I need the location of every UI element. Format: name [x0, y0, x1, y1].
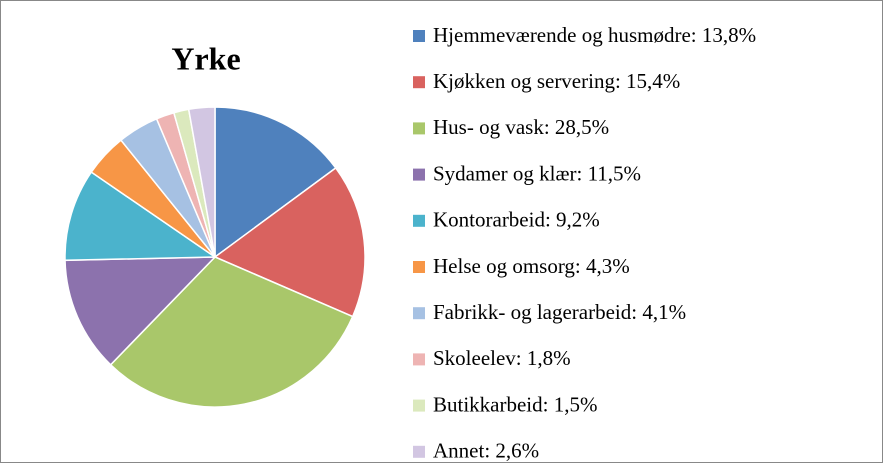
legend-swatch [413, 307, 425, 320]
pie-slice [213, 166, 366, 318]
legend-label: Kjøkken og servering: 15,4% [433, 69, 680, 93]
pie-slice [109, 256, 354, 408]
legend-label: Helse og omsorg: 4,3% [433, 254, 630, 278]
legend-label: Hus- og vask: 28,5% [433, 115, 609, 139]
legend-swatch [413, 30, 425, 42]
legend-swatch [413, 168, 425, 181]
pie-slice [64, 171, 218, 262]
chart-title: Yrke [171, 40, 240, 76]
pie-slice [64, 256, 217, 366]
pie-slice [187, 106, 216, 258]
legend-swatch [413, 76, 425, 89]
legend-label: Butikkarbeid: 1,5% [433, 392, 597, 416]
pie-slice [214, 106, 337, 259]
legend-swatch [413, 214, 425, 227]
legend-swatch [413, 399, 425, 412]
legend-label: Annet: 2,6% [433, 439, 539, 463]
legend-swatch [413, 122, 425, 135]
legend-label: Kontorarbeid: 9,2% [433, 208, 600, 232]
legend-swatch [413, 445, 425, 458]
legend-swatch [413, 353, 425, 366]
legend-label: Hjemmeværende og husmødre: 13,8% [433, 23, 756, 47]
legend-label: Sydamer og klær: 11,5% [433, 161, 641, 185]
legend-label: Skoleelev: 1,8% [433, 346, 571, 370]
legend-swatch [413, 261, 425, 273]
legend-label: Fabrikk- og lagerarbeid: 4,1% [433, 300, 686, 324]
